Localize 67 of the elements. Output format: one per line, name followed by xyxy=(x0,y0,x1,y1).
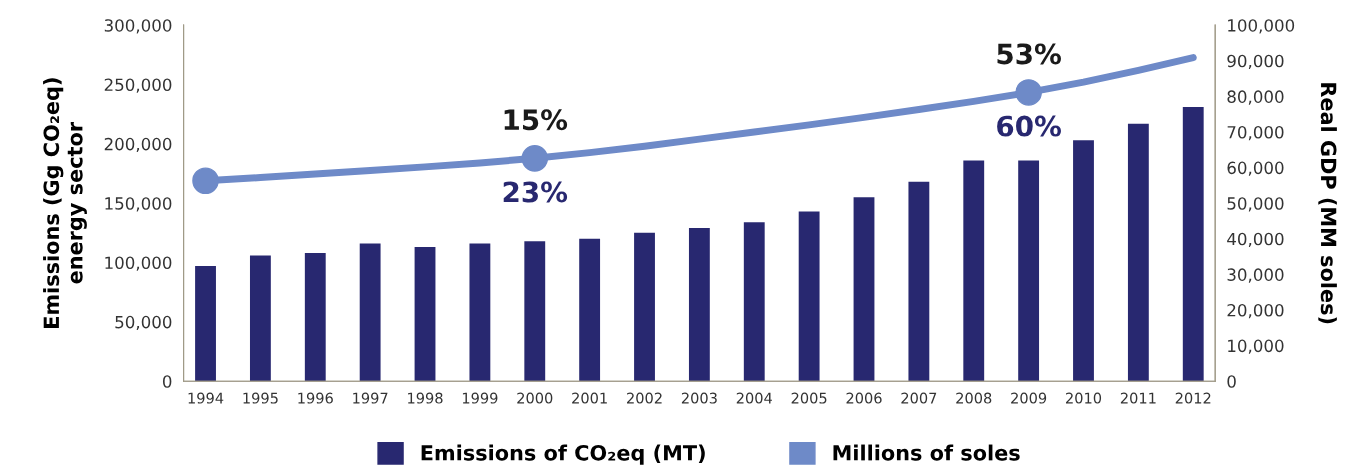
y2-tick-label: 80,000 xyxy=(1227,90,1284,105)
annotation: 15% xyxy=(504,109,568,131)
bar xyxy=(688,228,710,382)
y2-tick-label: 90,000 xyxy=(1227,54,1284,70)
x-tick-label: 2008 xyxy=(956,392,992,404)
x-tick-label: 2003 xyxy=(681,392,717,404)
bar xyxy=(414,247,436,382)
bar xyxy=(359,243,381,382)
bar xyxy=(469,243,491,382)
y-axis-title: Emissions (Gg CO₂eq) energy sector xyxy=(43,78,87,328)
y-tick-label: 0 xyxy=(162,375,172,388)
bar xyxy=(743,222,765,382)
x-tick-label: 2002 xyxy=(627,392,662,404)
legend-label: Millions of soles xyxy=(833,444,1020,461)
y2-tick-label: 50,000 xyxy=(1227,197,1284,212)
y2-tick-label: 20,000 xyxy=(1227,303,1284,319)
x-tick-label: 2001 xyxy=(572,392,607,404)
y2-axis-title: Real GDP (MM soles) xyxy=(1318,83,1337,324)
x-tick-label: 1997 xyxy=(353,392,388,404)
bar xyxy=(195,266,216,382)
x-tick-label: 1995 xyxy=(243,392,278,404)
x-tick-label: 2011 xyxy=(1120,392,1156,404)
point xyxy=(521,145,549,172)
point xyxy=(192,167,219,195)
point xyxy=(1015,79,1042,106)
x-tick-label: 2000 xyxy=(517,392,553,404)
y2-tick-label: 0 xyxy=(1227,375,1236,388)
bar xyxy=(1018,160,1040,382)
y-tick-label: 300,000 xyxy=(104,19,172,34)
y2-tick-label: 60,000 xyxy=(1227,161,1284,176)
x-tick-label: 2005 xyxy=(791,392,827,404)
y-tick-label: 150,000 xyxy=(105,197,172,212)
y-tick-label: 100,000 xyxy=(105,256,172,271)
legend-label: Emissions of CO₂eq (MT) xyxy=(421,444,705,465)
x-tick-label: 2004 xyxy=(736,392,772,404)
bar xyxy=(908,181,930,382)
bar xyxy=(963,160,985,382)
annotation: 53% xyxy=(997,43,1061,65)
x-tick-label: 1994 xyxy=(188,392,224,404)
x-tick-label: 1999 xyxy=(462,392,498,404)
y2-tick-label: 10,000 xyxy=(1228,339,1284,354)
y2-tick-label: 40,000 xyxy=(1227,232,1284,248)
y2-tick-label: 70,000 xyxy=(1227,125,1284,141)
bar xyxy=(853,197,875,382)
bar xyxy=(579,238,601,382)
y-tick-label: 200,000 xyxy=(104,137,172,153)
x-tick-label: 2007 xyxy=(901,392,937,404)
y2-tick-label: 100,000 xyxy=(1228,19,1295,34)
bar xyxy=(1073,140,1094,382)
bar xyxy=(524,241,546,382)
x-tick-label: 2006 xyxy=(846,392,882,404)
annotation: 23% xyxy=(503,181,568,203)
x-tick-label: 1998 xyxy=(408,392,443,404)
y-tick-label: 250,000 xyxy=(104,78,172,93)
x-tick-label: 2010 xyxy=(1066,392,1102,404)
y2-tick-label: 30,000 xyxy=(1227,268,1284,283)
x-tick-label: 1996 xyxy=(298,392,333,404)
bar xyxy=(798,211,820,382)
bar xyxy=(634,232,655,382)
y-tick-label: 50,000 xyxy=(115,315,172,331)
annotation: 60% xyxy=(997,115,1061,137)
bar xyxy=(304,253,326,382)
bar xyxy=(1182,107,1204,382)
bar xyxy=(249,255,271,382)
bar xyxy=(1127,123,1149,382)
x-tick-label: 2012 xyxy=(1175,392,1211,404)
x-tick-label: 2009 xyxy=(1011,392,1047,404)
